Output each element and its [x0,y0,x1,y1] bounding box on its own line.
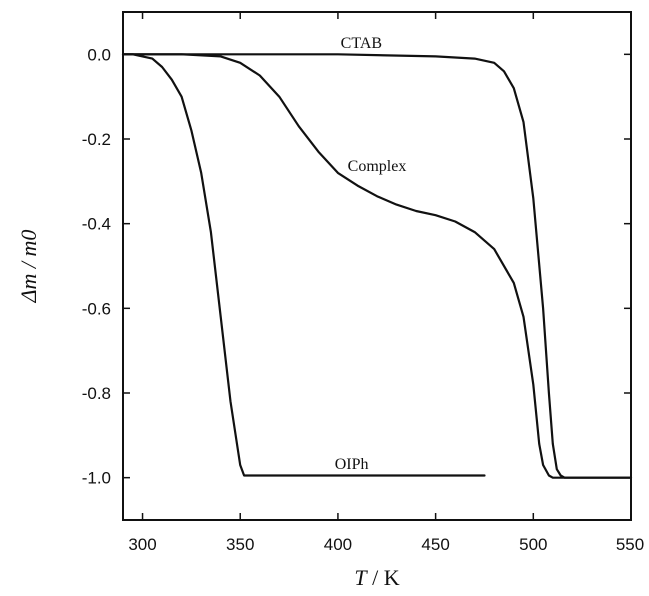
x-tick-label: 500 [519,535,547,554]
series-curves [121,53,633,479]
axis-ticks [123,12,632,520]
y-tick-label: -0.8 [82,384,111,403]
y-tick-labels: 0.0 -0.2 -0.4 -0.6 -0.8 -1.0 [82,45,111,487]
series-line-ctab [121,53,633,479]
series-line-oiph [121,53,486,477]
series-label-complex: Complex [348,158,407,175]
y-tick-label: -0.4 [82,215,111,234]
y-tick-label: -0.6 [82,299,111,318]
x-tick-label: 300 [128,535,156,554]
x-axis-title: T / K [354,565,399,590]
series-line-complex [121,53,633,479]
x-tick-label: 400 [324,535,352,554]
y-axis-title: Δm / m0 [16,230,41,304]
x-axis-title-unit: / K [367,565,400,590]
plot-frame [122,11,632,521]
x-tick-label: 450 [421,535,449,554]
x-tick-label: 350 [226,535,254,554]
series-label-ctab: CTAB [341,35,382,52]
y-tick-label: -0.2 [82,130,111,149]
x-axis-title-symbol: T [354,565,368,590]
y-tick-label: 0.0 [87,45,111,64]
y-tick-label: -1.0 [82,469,111,488]
x-tick-label: 550 [616,535,644,554]
series-labels: CTAB Complex OIPh [335,35,407,473]
series-label-oiph: OIPh [335,456,369,473]
x-tick-labels: 300 350 400 450 500 550 [128,535,644,554]
